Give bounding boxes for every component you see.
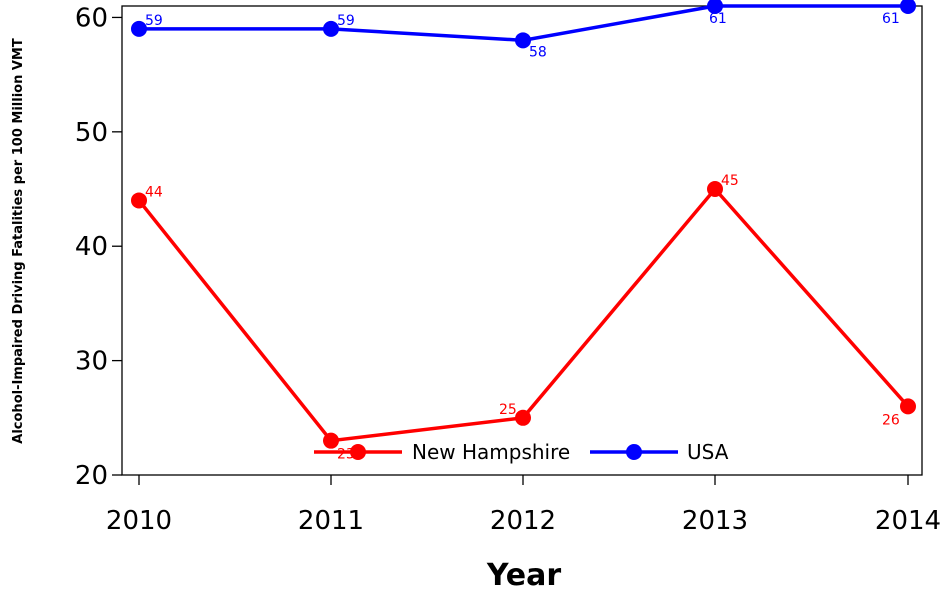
legend: New Hampshire USA	[314, 440, 729, 464]
x-tick-label: 2011	[298, 506, 364, 536]
data-point	[515, 32, 531, 49]
data-label: 44	[145, 184, 163, 200]
data-point	[131, 192, 147, 209]
x-tick-label: 2010	[106, 506, 172, 536]
data-label: 59	[337, 13, 355, 29]
data-label: 58	[529, 44, 547, 60]
data-point	[707, 0, 723, 14]
data-point	[900, 398, 916, 415]
series-usa: 59 59 58 61 61	[131, 0, 916, 60]
data-label: 26	[882, 412, 900, 428]
y-tick-label: 40	[75, 232, 108, 262]
plot-frame	[121, 5, 923, 476]
legend-entry: USA	[590, 440, 729, 464]
legend-marker	[350, 444, 366, 460]
data-label: 59	[145, 13, 163, 29]
x-tick-label: 2013	[682, 506, 748, 536]
data-label: 61	[709, 11, 727, 27]
data-point	[323, 432, 339, 449]
y-tick-label: 50	[75, 118, 108, 148]
data-label: 45	[721, 173, 739, 189]
legend-label: New Hampshire	[412, 440, 570, 464]
data-point	[131, 20, 147, 37]
data-point	[323, 20, 339, 37]
data-point	[900, 0, 916, 14]
legend-marker	[626, 444, 642, 460]
series-line	[137, 186, 910, 443]
y-tick-label: 60	[75, 3, 108, 33]
x-tick-label: 2012	[490, 506, 556, 536]
axes: 20 30 40 50 60 2010 2011 2012 2013 2014	[75, 3, 941, 536]
data-point	[515, 409, 531, 426]
y-tick-label: 30	[75, 347, 108, 377]
y-axis-title: Alcohol-Impaired Driving Fatalities per …	[11, 38, 26, 444]
data-label: 61	[882, 11, 900, 27]
legend-entry: New Hampshire	[314, 440, 570, 464]
x-tick-label: 2014	[875, 506, 941, 536]
x-axis-title: Year	[486, 558, 562, 592]
y-tick-label: 20	[75, 461, 108, 491]
data-point	[707, 181, 723, 198]
data-label: 25	[499, 402, 517, 418]
legend-label: USA	[687, 440, 729, 464]
